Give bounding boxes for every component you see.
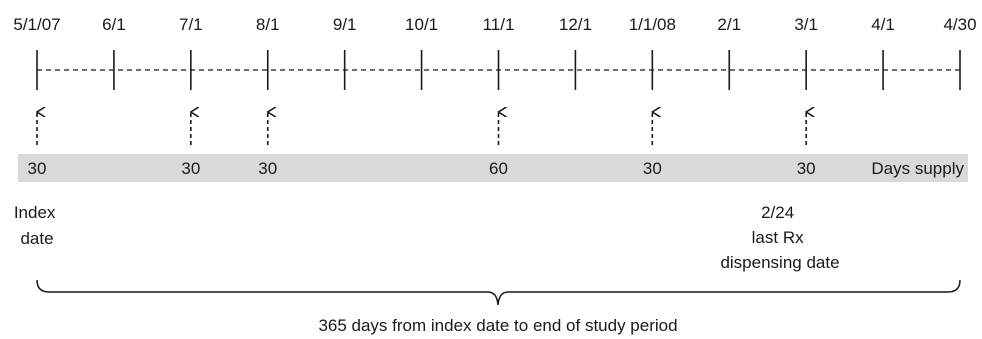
days-supply-label: Days supply — [871, 159, 964, 178]
tick-label: 12/1 — [559, 15, 592, 34]
dispensing-arrows — [37, 112, 806, 145]
tick-marks — [36, 50, 961, 90]
index-date-line-2: date — [20, 229, 53, 248]
days-supply-value: 30 — [258, 159, 277, 178]
study-period-label: 365 days from index date to end of study… — [318, 316, 677, 335]
days-supply-value: 30 — [28, 159, 47, 178]
index-date-label: Index date — [14, 203, 60, 248]
tick-label: 9/1 — [333, 15, 357, 34]
days-supply-values: 30 30 30 60 30 30 — [28, 159, 816, 178]
tick-label: 3/1 — [794, 15, 818, 34]
tick-labels: 5/1/07 6/1 7/1 8/1 9/1 10/1 11/1 12/1 1/1/08 2/1 3… — [13, 15, 976, 34]
days-supply-value: 60 — [489, 159, 508, 178]
last-rx-line-2: last Rx — [752, 228, 804, 247]
last-rx-line-1: 2/24 — [761, 203, 794, 222]
days-supply-value: 30 — [797, 159, 816, 178]
tick-label: 2/1 — [717, 15, 741, 34]
index-date-line-1: Index — [14, 203, 56, 222]
tick-label: 1/1/08 — [629, 15, 676, 34]
days-supply-value: 30 — [181, 159, 200, 178]
tick-label: 5/1/07 — [13, 15, 60, 34]
tick-label: 4/1 — [871, 15, 895, 34]
tick-label: 11/1 — [483, 15, 515, 34]
days-supply-value: 30 — [643, 159, 662, 178]
days-supply-band — [18, 154, 968, 182]
last-rx-label: 2/24 last Rx dispensing date — [720, 203, 839, 272]
tick-label: 6/1 — [102, 15, 126, 34]
study-period-brace — [36, 279, 961, 306]
last-rx-line-3: dispensing date — [720, 253, 839, 272]
tick-label: 8/1 — [256, 15, 280, 34]
tick-label: 7/1 — [179, 15, 203, 34]
tick-label: 10/1 — [405, 15, 438, 34]
tick-label: 4/30 — [943, 15, 976, 34]
